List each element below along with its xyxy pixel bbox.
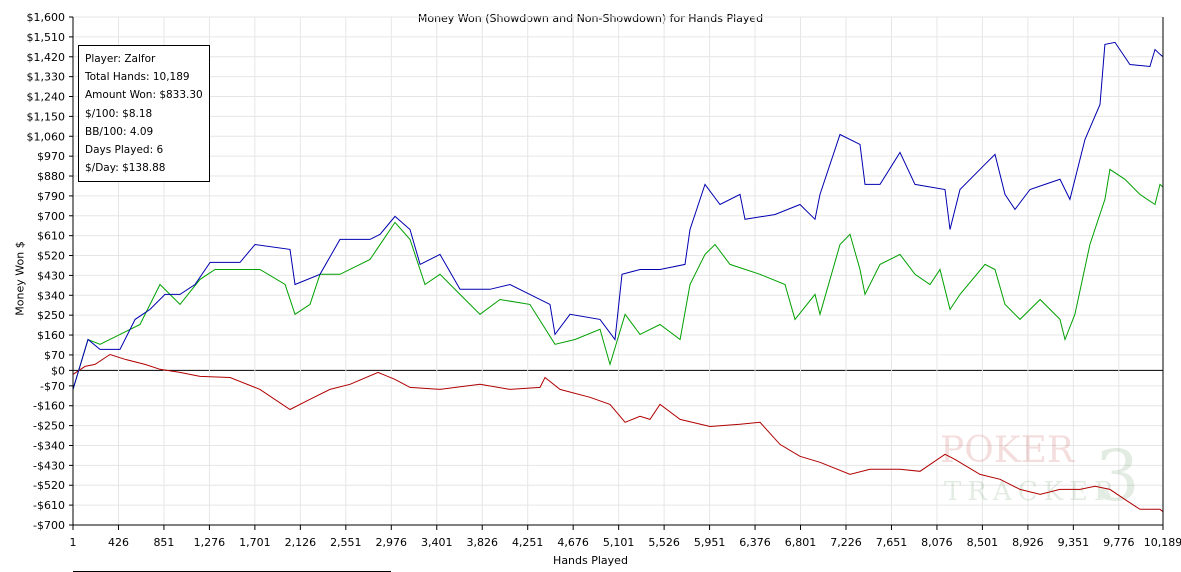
y-tick-label: -$520 (33, 479, 65, 492)
y-tick-label: $160 (37, 329, 65, 342)
x-tick-label: 8,501 (967, 536, 999, 549)
x-axis-label: Hands Played (553, 554, 628, 567)
y-tick-label: -$340 (33, 439, 65, 452)
y-tick-label: $1,060 (27, 130, 66, 143)
y-tick-label: -$700 (33, 519, 65, 532)
y-tick-label: $340 (37, 289, 65, 302)
x-tick-label: 426 (108, 536, 129, 549)
x-tick-label: 1 (70, 536, 77, 549)
stat-player: Player: Zalfor (85, 53, 156, 65)
x-tick-label: 851 (153, 536, 174, 549)
y-tick-label: $1,420 (27, 51, 66, 64)
chart-title: Money Won (Showdown and Non-Showdown) fo… (417, 12, 764, 25)
y-tick-label: $610 (37, 230, 65, 243)
x-tick-label: 1,276 (194, 536, 226, 549)
y-tick-label: -$610 (33, 499, 65, 512)
watermark-logo: POKER TRACKER 3 (940, 430, 1140, 517)
y-tick-label: $520 (37, 250, 65, 263)
svg-text:POKER: POKER (940, 430, 1075, 471)
x-tick-label: 6,376 (739, 536, 771, 549)
series-line-total (72, 41, 1164, 390)
y-tick-label: -$160 (33, 400, 65, 413)
y-tick-label: -$430 (33, 459, 65, 472)
x-tick-label: 2,551 (330, 536, 362, 549)
x-tick-label: 1,701 (239, 536, 271, 549)
x-tick-label: 2,976 (376, 536, 408, 549)
stat-per-day: $/Day: $138.88 (85, 162, 166, 175)
x-tick-label: 9,776 (1103, 536, 1135, 549)
y-tick-label: $790 (37, 190, 65, 203)
y-tick-label: $970 (37, 150, 65, 163)
stats-box: Player: Zalfor Total Hands: 10,189 Amoun… (78, 45, 210, 183)
y-tick-label: $0 (51, 364, 65, 377)
y-tick-label: $1,150 (27, 110, 66, 123)
stat-per-100: $/100: $8.18 (85, 107, 153, 120)
x-tick-label: 8,076 (921, 536, 953, 549)
x-tick-label: 4,251 (512, 536, 544, 549)
stat-amount-won: Amount Won: $833.30 (85, 89, 203, 102)
y-tick-label: $1,240 (27, 91, 66, 104)
y-tick-label: $1,510 (27, 31, 66, 44)
y-tick-label: $70 (44, 349, 65, 362)
x-tick-label: 9,351 (1058, 536, 1090, 549)
series-line-showdown (72, 168, 1164, 390)
x-tick-label: 5,951 (694, 536, 726, 549)
y-tick-label: $700 (37, 210, 65, 223)
y-tick-label: $250 (37, 309, 65, 322)
x-tick-label: 5,101 (603, 536, 635, 549)
y-tick-label: $1,330 (27, 71, 66, 84)
x-tick-label: 4,676 (557, 536, 589, 549)
x-tick-label: 7,226 (830, 536, 862, 549)
y-tick-label: $1,600 (27, 11, 66, 24)
y-tick-label: -$250 (33, 420, 65, 433)
y-tick-label: $880 (37, 170, 65, 183)
x-tick-label: 10,189 (1144, 536, 1181, 549)
svg-text:3: 3 (1095, 435, 1140, 517)
x-tick-label: 2,126 (285, 536, 317, 549)
x-tick-label: 5,526 (648, 536, 680, 549)
stat-bb-100: BB/100: 4.09 (85, 125, 154, 138)
series-line-non-showdown (72, 353, 1164, 513)
stat-days-played: Days Played: 6 (85, 144, 164, 157)
y-tick-label: -$70 (40, 380, 65, 393)
x-tick-label: 8,926 (1012, 536, 1044, 549)
x-tick-label: 3,401 (421, 536, 453, 549)
y-tick-label: $430 (37, 269, 65, 282)
stat-total-hands: Total Hands: 10,189 (85, 71, 190, 84)
x-tick-label: 3,826 (466, 536, 498, 549)
x-tick-label: 7,651 (876, 536, 908, 549)
x-tick-label: 6,801 (785, 536, 817, 549)
